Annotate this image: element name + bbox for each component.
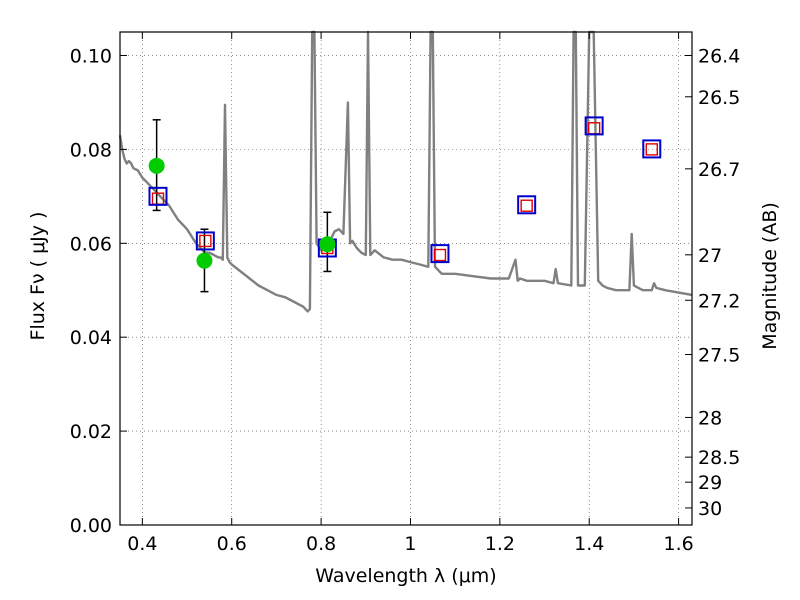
right-tick-label: 27.2 [698, 290, 740, 312]
model-square [433, 248, 447, 262]
right-tick-label: 26.4 [698, 45, 740, 67]
right-axis-label: Magnitude (AB) [759, 202, 781, 350]
filter-square [584, 116, 604, 136]
marker-layer [148, 116, 662, 293]
right-tick-label: 30 [698, 498, 722, 520]
y-tick-label: 0.06 [70, 233, 112, 255]
y-tick-label: 0.08 [70, 139, 112, 161]
model-square [199, 234, 212, 248]
right-tick-label: 27.5 [698, 345, 740, 367]
right-tick-label: 26.7 [698, 159, 740, 181]
filter-square [148, 186, 168, 206]
x-tick-label: 1.6 [663, 533, 693, 555]
right-tick-label: 26.5 [698, 87, 740, 109]
axis-ticks: 0.4 0.6 0.8 1 1.2 1.4 1.6 0.00 0.02 0.04 0.06 0.08 0… [70, 32, 740, 555]
model-square [587, 122, 601, 135]
plot-frame [119, 31, 693, 526]
y-tick-label: 0.04 [70, 327, 112, 349]
x-tick-label: 0.6 [217, 533, 247, 555]
x-tick-label: 1.2 [485, 533, 515, 555]
filter-square [430, 244, 450, 264]
right-tick-label: 27 [698, 245, 722, 267]
x-tick-label: 0.4 [127, 533, 157, 555]
observed-point [319, 236, 336, 253]
observed-point [148, 157, 165, 174]
x-axis-label: Wavelength λ (μm) [315, 565, 496, 587]
x-tick-label: 0.8 [306, 533, 336, 555]
model-square [520, 199, 533, 212]
right-tick-label: 29 [698, 472, 722, 494]
y-tick-label: 0.10 [70, 45, 112, 67]
grid-lines [120, 32, 692, 526]
filter-square [517, 195, 537, 215]
y-tick-label: 0.00 [70, 515, 112, 537]
y-tick-label: 0.02 [70, 421, 112, 443]
filter-square [642, 139, 662, 159]
spectrum-line [118, 30, 693, 313]
x-tick-label: 1 [404, 533, 416, 555]
right-tick-label: 28.5 [698, 447, 740, 469]
y-axis-label: Flux Fν ( μJy ) [27, 212, 49, 341]
filter-square [195, 231, 215, 251]
observed-point [196, 252, 213, 269]
right-tick-label: 28 [698, 407, 722, 429]
spectrum-layer [118, 30, 693, 313]
x-tick-label: 1.4 [574, 533, 604, 555]
model-square [645, 143, 658, 156]
